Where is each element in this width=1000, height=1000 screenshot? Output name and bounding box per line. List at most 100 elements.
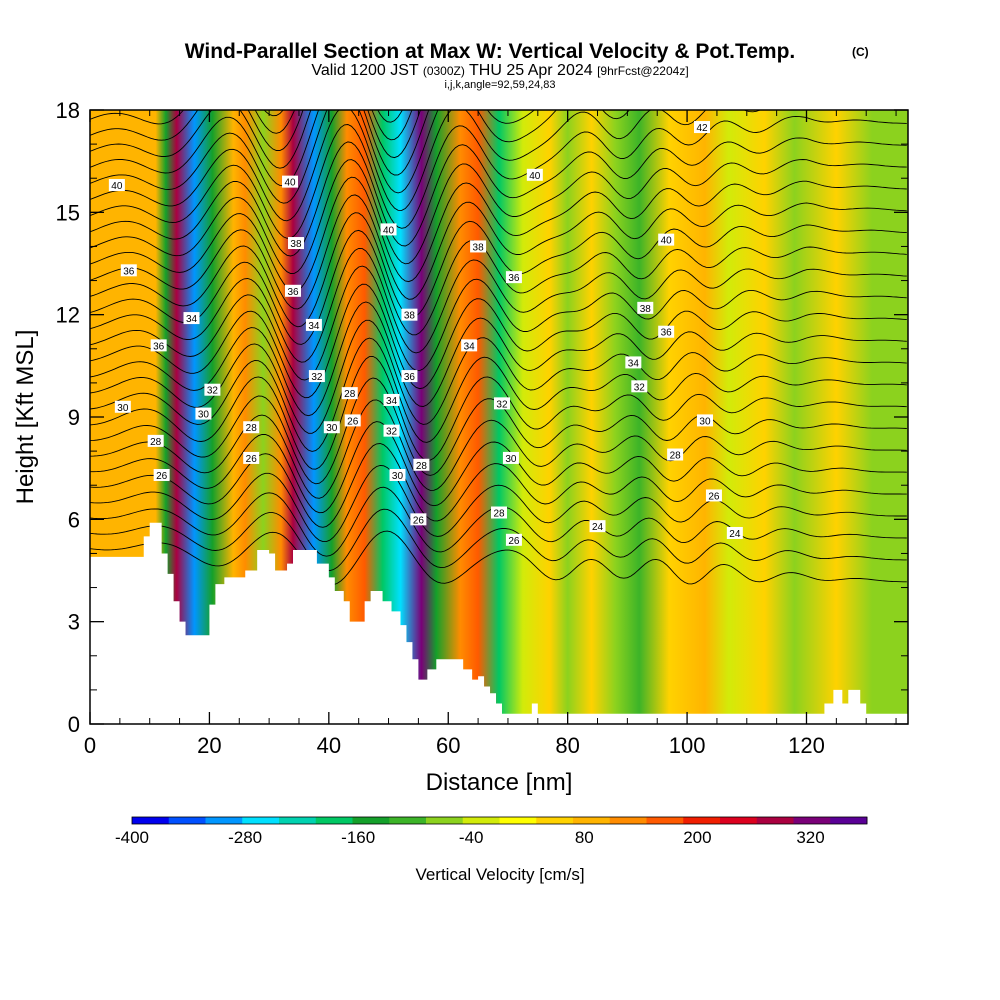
colorbar-swatch (462, 817, 500, 824)
contour-label-bg (637, 301, 654, 314)
contour-label-text: 26 (156, 471, 168, 482)
contour-label: 36 (658, 325, 675, 339)
colorbar-swatch (720, 817, 758, 824)
contour-label-bg (694, 121, 711, 134)
contour-label: 30 (389, 468, 406, 482)
contour-label-text: 28 (493, 509, 505, 520)
theta-contour-line (90, 355, 907, 470)
contour-label-text: 26 (508, 536, 520, 547)
y-tick-label: 3 (68, 610, 80, 635)
contour-label: 30 (502, 451, 519, 465)
contour-label-bg (410, 513, 427, 526)
contour-label: 32 (493, 397, 510, 410)
theta-contours (90, 110, 907, 586)
contour-label: 36 (505, 271, 522, 284)
contour-label-bg (705, 489, 722, 502)
contour-label: 28 (147, 434, 164, 448)
contour-label: 24 (589, 520, 606, 533)
colorbar-swatch (315, 817, 353, 824)
colorbar-tick-label: -40 (459, 828, 484, 847)
chart-subtitle: Valid 1200 JST (0300Z) THU 25 Apr 2024 [… (311, 62, 688, 79)
contour-label-text: 34 (186, 314, 198, 325)
terrain (90, 522, 908, 724)
colorbar-swatch (683, 817, 721, 824)
theta-contour-line (90, 110, 762, 222)
contour-label-text: 40 (284, 178, 296, 189)
colorbar-swatch (793, 817, 831, 824)
contour-label-bg (389, 468, 406, 481)
colorbar-tick-label: 80 (575, 828, 594, 847)
colorbar-tick-label: 200 (683, 828, 711, 847)
colorbar-frame (131, 816, 868, 825)
contour-label: 26 (505, 533, 522, 547)
contour-label: 36 (120, 264, 137, 277)
contour-label-bg (625, 356, 642, 369)
contour-label-text: 30 (117, 403, 129, 414)
contour-label: 38 (401, 308, 418, 322)
contour-label-text: 34 (464, 341, 476, 352)
contour-label-text: 32 (311, 372, 323, 383)
contour-label-text: 32 (496, 399, 508, 410)
contour-label-text: 30 (326, 423, 338, 434)
contour-label: 28 (667, 448, 684, 462)
chart-indices: i,j,k,angle=92,59,24,83 (444, 79, 555, 91)
contour-label: 38 (287, 237, 304, 250)
colorbar-swatch (168, 817, 206, 824)
x-tick-label: 40 (317, 733, 341, 758)
colorbar-swatch (830, 817, 868, 824)
theta-contour-line (90, 176, 907, 292)
y-tick-label: 0 (68, 712, 80, 737)
contour-label-bg (344, 414, 361, 427)
contour-label-bg (526, 168, 543, 181)
y-tick-label: 18 (56, 98, 80, 123)
contour-label: 26 (705, 489, 722, 502)
contour-label-bg (413, 458, 430, 471)
contour-label-text: 38 (473, 242, 485, 253)
contour-label-text: 28 (344, 389, 356, 400)
contour-label: 26 (153, 468, 170, 482)
contour-label-text: 24 (592, 522, 604, 533)
contour-label-bg (341, 387, 358, 400)
contour-label: 40 (380, 223, 397, 236)
colorbar-swatch (609, 817, 647, 824)
contour-label: 32 (383, 424, 400, 438)
theta-contour-line (90, 319, 907, 434)
x-tick-label: 60 (436, 733, 460, 758)
x-tick-label: 20 (197, 733, 221, 758)
contour-label-bg (401, 370, 418, 383)
contour-label-bg (120, 264, 137, 277)
contour-label-bg (308, 370, 325, 383)
contour-label-bg (108, 179, 125, 192)
contour-label-text: 24 (729, 529, 741, 540)
colorbar-tick-label: -280 (228, 828, 262, 847)
contour-label-text: 40 (529, 171, 541, 182)
contour-label-text: 36 (508, 273, 520, 284)
colorbar-swatch (573, 817, 611, 824)
contour-label: 38 (470, 240, 487, 253)
contour-label-bg (380, 223, 397, 236)
contour-label: 26 (344, 414, 361, 427)
contour-label: 32 (308, 370, 325, 383)
contour-label-text: 38 (290, 239, 302, 250)
contour-label-bg (243, 421, 260, 434)
contour-label: 34 (461, 339, 478, 352)
theta-contour-line (90, 265, 907, 381)
contour-label: 30 (696, 414, 713, 427)
contour-label-text: 32 (207, 386, 219, 397)
contour-label-bg (243, 451, 260, 464)
theta-contour-line (90, 137, 907, 257)
contour-label: 40 (108, 179, 125, 192)
contour-label: 34 (305, 318, 322, 332)
theta-contour-labels: 40 36 36 30 28 26 34 32 30 28 26 40 38 36 34 32 30 28 26 40… (108, 121, 743, 547)
contour-label-bg (505, 533, 522, 546)
contour-label-bg (491, 506, 507, 519)
theta-contour-line (90, 530, 907, 586)
contour-label: 36 (285, 284, 302, 298)
theta-contour-line (90, 443, 907, 528)
contour-label: 40 (658, 233, 675, 247)
theta-contour-line (90, 212, 907, 328)
contour-label-text: 30 (505, 454, 517, 465)
contour-label-text: 28 (246, 423, 258, 434)
x-tick-label: 80 (555, 733, 579, 758)
